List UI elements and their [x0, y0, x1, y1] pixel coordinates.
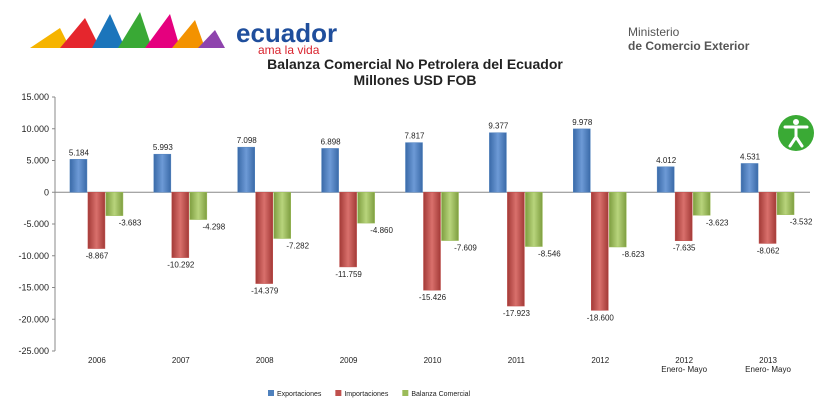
x-tick-label-line: 2009	[340, 356, 358, 365]
y-tick-label: 10.000	[21, 124, 49, 134]
legend-swatch	[268, 390, 274, 396]
value-label: 4.012	[656, 156, 677, 165]
bar	[69, 159, 88, 193]
bar	[87, 192, 106, 249]
x-tick-label: 2012	[591, 356, 609, 365]
value-label: 6.898	[321, 137, 342, 146]
bar	[507, 192, 525, 307]
x-tick-label-line: 2006	[88, 356, 106, 365]
value-label: -11.759	[335, 270, 362, 279]
legend-label: Importaciones	[344, 391, 388, 398]
bar	[171, 192, 190, 258]
bar	[525, 192, 543, 247]
bar	[357, 192, 375, 224]
bar	[740, 163, 759, 193]
x-tick-label: 2009	[340, 356, 358, 365]
y-tick-label: -25.000	[18, 346, 49, 356]
x-tick-label-line: 2012	[591, 356, 609, 365]
x-tick-label: 2007	[172, 356, 190, 365]
bar	[405, 142, 423, 193]
value-label: -8.546	[538, 250, 561, 259]
bar	[153, 153, 172, 193]
bar	[776, 192, 795, 215]
value-label: -8.867	[86, 252, 109, 261]
legend-swatch	[335, 390, 342, 396]
ministry: Ministerio	[628, 25, 680, 39]
y-tick-label: -20.000	[18, 314, 49, 324]
bar	[573, 128, 591, 193]
bar	[674, 192, 693, 241]
bar	[441, 192, 459, 241]
legend-swatch	[402, 390, 409, 396]
value-label: -7.635	[673, 244, 696, 253]
x-tick-label-line: 2010	[424, 356, 442, 365]
tagline: ama la vida	[258, 43, 320, 57]
bar	[423, 192, 441, 291]
value-label: -18.600	[587, 313, 615, 322]
value-label: -3.623	[706, 218, 729, 227]
x-tick-label: 2006	[88, 356, 106, 365]
ministry: de Comercio Exterior	[628, 39, 750, 53]
x-tick-label-line: 2007	[172, 356, 190, 365]
bar	[489, 132, 507, 193]
brand: ecuador	[236, 18, 337, 48]
bar	[105, 192, 124, 216]
value-label: -17.923	[503, 309, 531, 318]
bar	[609, 192, 627, 248]
legend-label: Balanza Comercial	[411, 391, 470, 398]
x-tick-label-line: 2008	[256, 356, 274, 365]
bar	[321, 148, 339, 193]
x-tick-label: 2013 Enero- Mayo	[745, 356, 791, 374]
bar	[758, 192, 777, 244]
value-label: 7.817	[404, 132, 425, 141]
value-label: 4.531	[740, 152, 761, 161]
x-tick-label-line: 2011	[508, 356, 526, 365]
value-label: -15.426	[419, 293, 447, 302]
logo	[30, 12, 225, 48]
x-tick-label: 2010	[424, 356, 442, 365]
accessibility-icon[interactable]	[778, 115, 814, 151]
bar	[591, 192, 609, 311]
value-label: 5.184	[69, 148, 90, 157]
bar	[189, 192, 208, 220]
x-tick-label-line: Enero- Mayo	[745, 365, 791, 374]
bar	[255, 192, 273, 284]
y-tick-label: 15.000	[21, 92, 49, 102]
bar	[237, 146, 255, 193]
value-label: 9.377	[488, 122, 509, 131]
value-label: -8.062	[757, 246, 780, 255]
x-tick-label: 2012 Enero- Mayo	[661, 356, 707, 374]
y-tick-label: 5.000	[26, 156, 49, 166]
x-tick-label-line: 2013	[759, 356, 777, 365]
y-tick-label: 0	[44, 187, 49, 197]
x-tick-label: 2011	[508, 356, 526, 365]
value-label: -7.609	[454, 244, 477, 253]
legend-label: Exportaciones	[277, 391, 322, 398]
value-label: -14.379	[251, 287, 279, 296]
value-label: 5.993	[153, 143, 174, 152]
value-label: -10.292	[167, 261, 195, 270]
value-label: 9.978	[572, 118, 593, 127]
value-label: -3.683	[119, 219, 142, 228]
y-tick-label: -5.000	[23, 219, 49, 229]
y-tick-label: -10.000	[18, 251, 49, 261]
value-label: -4.860	[370, 226, 393, 235]
value-label: -4.298	[202, 223, 225, 232]
value-label: -8.623	[622, 250, 645, 259]
value-label: 7.098	[237, 136, 258, 145]
x-tick-label: 2008	[256, 356, 274, 365]
value-label: -7.282	[286, 241, 309, 250]
bar	[692, 192, 711, 216]
chart-subtitle: Millones USD FOB	[354, 72, 477, 88]
bar	[656, 166, 675, 193]
bar	[339, 192, 357, 268]
y-tick-label: -15.000	[18, 283, 49, 293]
x-tick-label-line: Enero- Mayo	[661, 365, 707, 374]
value-label: -3.532	[790, 218, 813, 227]
x-tick-label-line: 2012	[675, 356, 693, 365]
bar	[273, 192, 291, 239]
chart-title: Balanza Comercial No Petrolera del Ecuad…	[267, 56, 563, 72]
